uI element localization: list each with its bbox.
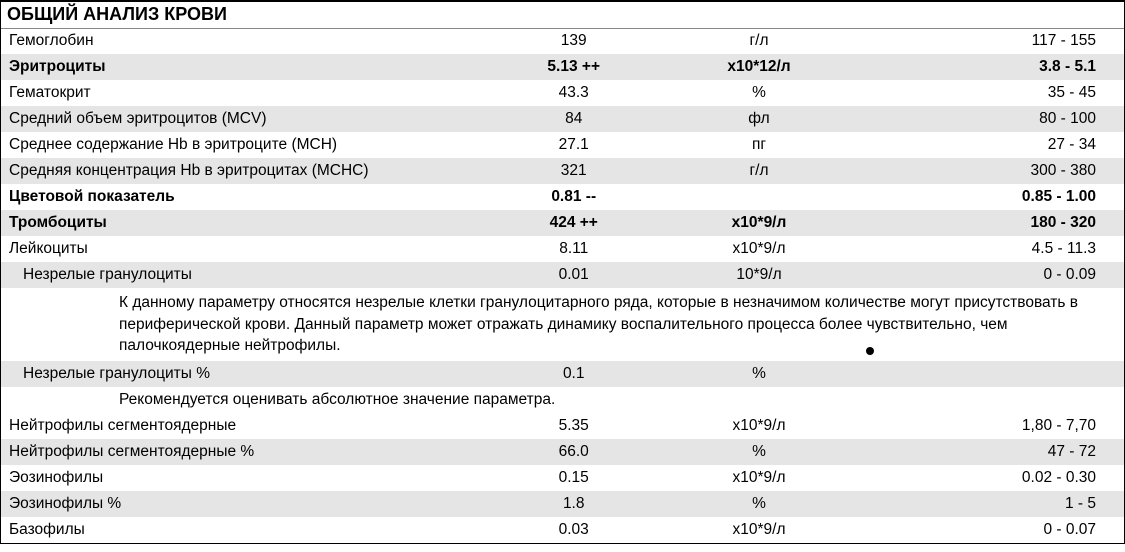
param-range: 1,80 - 7,70	[866, 413, 1124, 439]
param-range: 3.8 - 5.1	[866, 54, 1124, 80]
param-unit: х10*9/л	[652, 465, 865, 491]
table-row: Лейкоциты8.11х10*9/л4.5 - 11.3	[1, 236, 1124, 262]
section-header-row: ОБЩИЙ АНАЛИЗ КРОВИ	[1, 2, 1124, 28]
param-value: 0.03	[495, 517, 652, 543]
table-row: Эозинофилы0.15х10*9/л0.02 - 0.30	[1, 465, 1124, 491]
param-name: Нейтрофилы сегментоядерные %	[1, 439, 495, 465]
table-row: Среднее содержание Hb в эритроците (MCH)…	[1, 132, 1124, 158]
param-value: 0.01	[495, 262, 652, 288]
param-name: Средняя концентрация Hb в эритроцитах (M…	[1, 158, 495, 184]
table-row: Базофилы0.03х10*9/л0 - 0.07	[1, 517, 1124, 543]
report-page: ОБЩИЙ АНАЛИЗ КРОВИ Гемоглобин139г/л117 -…	[0, 0, 1125, 544]
table-row: Цветовой показатель0.81 -- 0.85 - 1.00	[1, 184, 1124, 210]
param-range: 0 - 0.07	[866, 517, 1124, 543]
param-value: 43.3	[495, 80, 652, 106]
param-unit: фл	[652, 106, 865, 132]
param-range: 80 - 100	[866, 106, 1124, 132]
section-title: ОБЩИЙ АНАЛИЗ КРОВИ	[1, 2, 1124, 28]
table-row: Эозинофилы %1.8%1 - 5	[1, 491, 1124, 517]
table-row: Нейтрофилы сегментоядерные %66.0%47 - 72	[1, 439, 1124, 465]
param-value: 1.8	[495, 491, 652, 517]
param-name: Эозинофилы %	[1, 491, 495, 517]
param-range: 0 - 0.09	[866, 262, 1124, 288]
param-unit: %	[652, 439, 865, 465]
param-range: 4.5 - 11.3	[866, 236, 1124, 262]
param-range: 0.02 - 0.30	[866, 465, 1124, 491]
param-name: Лейкоциты	[1, 236, 495, 262]
param-unit: х10*12/л	[652, 54, 865, 80]
param-value: 0.81 --	[495, 184, 652, 210]
param-range: 117 - 155	[866, 28, 1124, 54]
table-row: Средняя концентрация Hb в эритроцитах (M…	[1, 158, 1124, 184]
note-row: К данному параметру относятся незрелые к…	[1, 288, 1124, 361]
param-value: 66.0	[495, 439, 652, 465]
param-range: 47 - 72	[866, 439, 1124, 465]
param-value: 84	[495, 106, 652, 132]
param-name: Незрелые гранулоциты %	[1, 361, 495, 387]
param-name: Гематокрит	[1, 80, 495, 106]
table-row: Нейтрофилы сегментоядерные5.35х10*9/л1,8…	[1, 413, 1124, 439]
param-unit: х10*9/л	[652, 210, 865, 236]
table-row: Гемоглобин139г/л117 - 155	[1, 28, 1124, 54]
table-row: Эритроциты5.13 ++х10*12/л3.8 - 5.1	[1, 54, 1124, 80]
param-name: Нейтрофилы сегментоядерные	[1, 413, 495, 439]
bullet-icon	[866, 347, 874, 355]
param-unit: %	[652, 491, 865, 517]
param-unit: 10*9/л	[652, 262, 865, 288]
param-name: Среднее содержание Hb в эритроците (MCH)	[1, 132, 495, 158]
table-row: Средний объем эритроцитов (MCV)84фл80 - …	[1, 106, 1124, 132]
param-name: Средний объем эритроцитов (MCV)	[1, 106, 495, 132]
param-name: Базофилы	[1, 517, 495, 543]
param-value: 8.11	[495, 236, 652, 262]
param-name: Эритроциты	[1, 54, 495, 80]
param-range	[866, 361, 1124, 387]
param-range: 27 - 34	[866, 132, 1124, 158]
param-value: 424 ++	[495, 210, 652, 236]
param-range: 0.85 - 1.00	[866, 184, 1124, 210]
param-unit: %	[652, 80, 865, 106]
param-value: 5.13 ++	[495, 54, 652, 80]
param-value: 321	[495, 158, 652, 184]
param-value: 5.35	[495, 413, 652, 439]
note-text: К данному параметру относятся незрелые к…	[1, 288, 1124, 361]
param-value: 139	[495, 28, 652, 54]
table-row: Незрелые гранулоциты0.0110*9/л0 - 0.09	[1, 262, 1124, 288]
table-row: Незрелые гранулоциты %0.1%	[1, 361, 1124, 387]
param-name: Тромбоциты	[1, 210, 495, 236]
param-range: 35 - 45	[866, 80, 1124, 106]
param-value: 0.15	[495, 465, 652, 491]
param-unit	[652, 184, 865, 210]
param-name: Незрелые гранулоциты	[1, 262, 495, 288]
param-unit: пг	[652, 132, 865, 158]
param-range: 1 - 5	[866, 491, 1124, 517]
table-row: Гематокрит43.3%35 - 45	[1, 80, 1124, 106]
param-unit: х10*9/л	[652, 236, 865, 262]
param-value: 0.1	[495, 361, 652, 387]
param-name: Эозинофилы	[1, 465, 495, 491]
param-range: 180 - 320	[866, 210, 1124, 236]
param-unit: %	[652, 361, 865, 387]
note-text: Рекомендуется оценивать абсолютное значе…	[1, 387, 1124, 413]
param-range: 300 - 380	[866, 158, 1124, 184]
table-row: Тромбоциты424 ++х10*9/л180 - 320	[1, 210, 1124, 236]
param-unit: х10*9/л	[652, 517, 865, 543]
param-value: 27.1	[495, 132, 652, 158]
param-unit: х10*9/л	[652, 413, 865, 439]
cbc-table-body: ОБЩИЙ АНАЛИЗ КРОВИ Гемоглобин139г/л117 -…	[1, 2, 1124, 543]
param-unit: г/л	[652, 158, 865, 184]
note-row: Рекомендуется оценивать абсолютное значе…	[1, 387, 1124, 413]
param-name: Цветовой показатель	[1, 184, 495, 210]
cbc-table: ОБЩИЙ АНАЛИЗ КРОВИ Гемоглобин139г/л117 -…	[1, 2, 1124, 543]
param-unit: г/л	[652, 28, 865, 54]
param-name: Гемоглобин	[1, 28, 495, 54]
